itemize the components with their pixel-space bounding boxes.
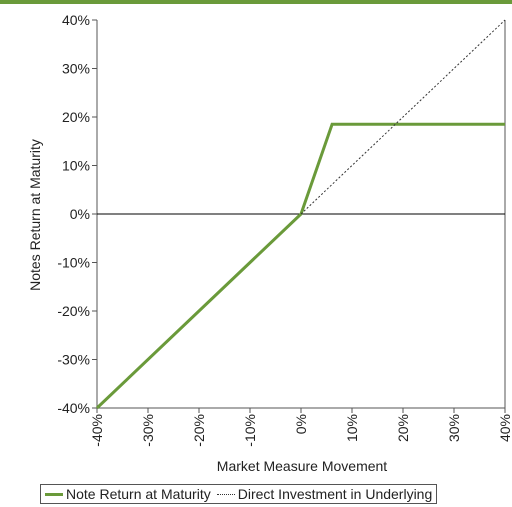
- legend-item-note-return: Note Return at Maturity: [45, 486, 211, 502]
- y-axis-ticks: 40% 30% 20% 10% 0% -10% -20% -30% -40%: [57, 12, 97, 416]
- payoff-chart: 40%30%20%10%0%-10%-20%-30%-40% -40% -30% -…: [27, 12, 512, 474]
- x-tick-label: 30%: [446, 414, 462, 442]
- x-axis-title: Market Measure Movement: [217, 458, 388, 474]
- series-direct-investment-line: [300, 19, 506, 215]
- legend-swatch-dotted-line: [216, 493, 235, 495]
- legend-item-direct-investment: Direct Investment in Underlying: [216, 486, 433, 502]
- series-note-return-line: [95, 122, 505, 410]
- x-tick-label: -40%: [89, 414, 105, 447]
- x-tick-label: -20%: [191, 414, 207, 447]
- series-layer: [95, 19, 506, 410]
- y-axis-title: Notes Return at Maturity: [27, 139, 43, 291]
- y-tick-label: -20%: [57, 303, 90, 319]
- x-tick-label: 20%: [395, 414, 411, 442]
- y-tick-label: 20%: [62, 109, 90, 125]
- x-tick-label: 10%: [344, 414, 360, 442]
- x-tick-label: -30%: [140, 414, 156, 447]
- top-accent-bar: [0, 0, 512, 4]
- legend-label: Direct Investment in Underlying: [237, 486, 433, 502]
- x-tick-label: -10%: [242, 414, 258, 447]
- x-tick-label: 40%: [497, 414, 512, 442]
- x-axis-ticks: -40% -30% -20% -10% 0% 10% 20% 30% 40%: [89, 408, 512, 447]
- x-tick-label: 0%: [293, 414, 309, 434]
- y-tick-label: -30%: [57, 352, 90, 368]
- y-tick-label: -10%: [57, 255, 90, 271]
- y-tick-label: -40%: [57, 400, 90, 416]
- y-tick-label: 30%: [62, 61, 90, 77]
- legend-swatch-solid-line: [45, 492, 63, 496]
- y-tick-label: 10%: [62, 158, 90, 174]
- chart-legend: Note Return at Maturity Direct Investmen…: [40, 484, 438, 504]
- y-tick-label: 40%: [62, 12, 90, 28]
- legend-label: Note Return at Maturity: [66, 486, 211, 502]
- y-tick-label: 0%: [70, 206, 90, 222]
